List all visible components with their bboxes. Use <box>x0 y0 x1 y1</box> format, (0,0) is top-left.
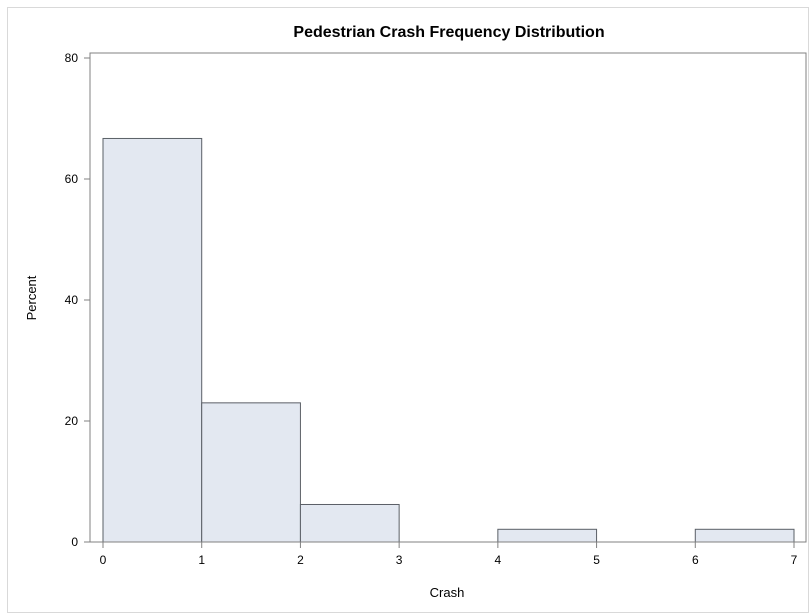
x-tick-label: 1 <box>198 553 205 567</box>
chart-frame <box>7 7 809 613</box>
y-tick-label: 80 <box>65 51 79 65</box>
x-tick-label: 5 <box>593 553 600 567</box>
y-tick-label: 60 <box>65 172 79 186</box>
x-tick-label: 3 <box>396 553 403 567</box>
y-axis: 0 20 40 60 80 <box>65 51 90 549</box>
y-axis-label: Percent <box>24 275 39 320</box>
histogram-bar <box>102 137 203 543</box>
bars-group <box>102 137 795 543</box>
histogram-bar <box>299 503 400 543</box>
x-axis: 0 1 2 3 4 5 6 7 <box>100 542 798 567</box>
x-tick-label: 7 <box>791 553 798 567</box>
y-tick-label: 0 <box>71 535 78 549</box>
histogram-bar <box>694 528 795 543</box>
chart-title: Pedestrian Crash Frequency Distribution <box>293 24 604 41</box>
plot-area-border <box>89 52 807 543</box>
x-tick-label: 0 <box>100 553 107 567</box>
histogram-bar <box>201 402 301 543</box>
y-tick-label: 20 <box>65 414 79 428</box>
x-tick-label: 6 <box>692 553 699 567</box>
x-axis-label: Crash <box>430 585 465 600</box>
histogram-bar <box>497 528 598 543</box>
x-tick-label: 4 <box>495 553 502 567</box>
y-tick-label: 40 <box>65 293 79 307</box>
x-tick-label: 2 <box>297 553 304 567</box>
